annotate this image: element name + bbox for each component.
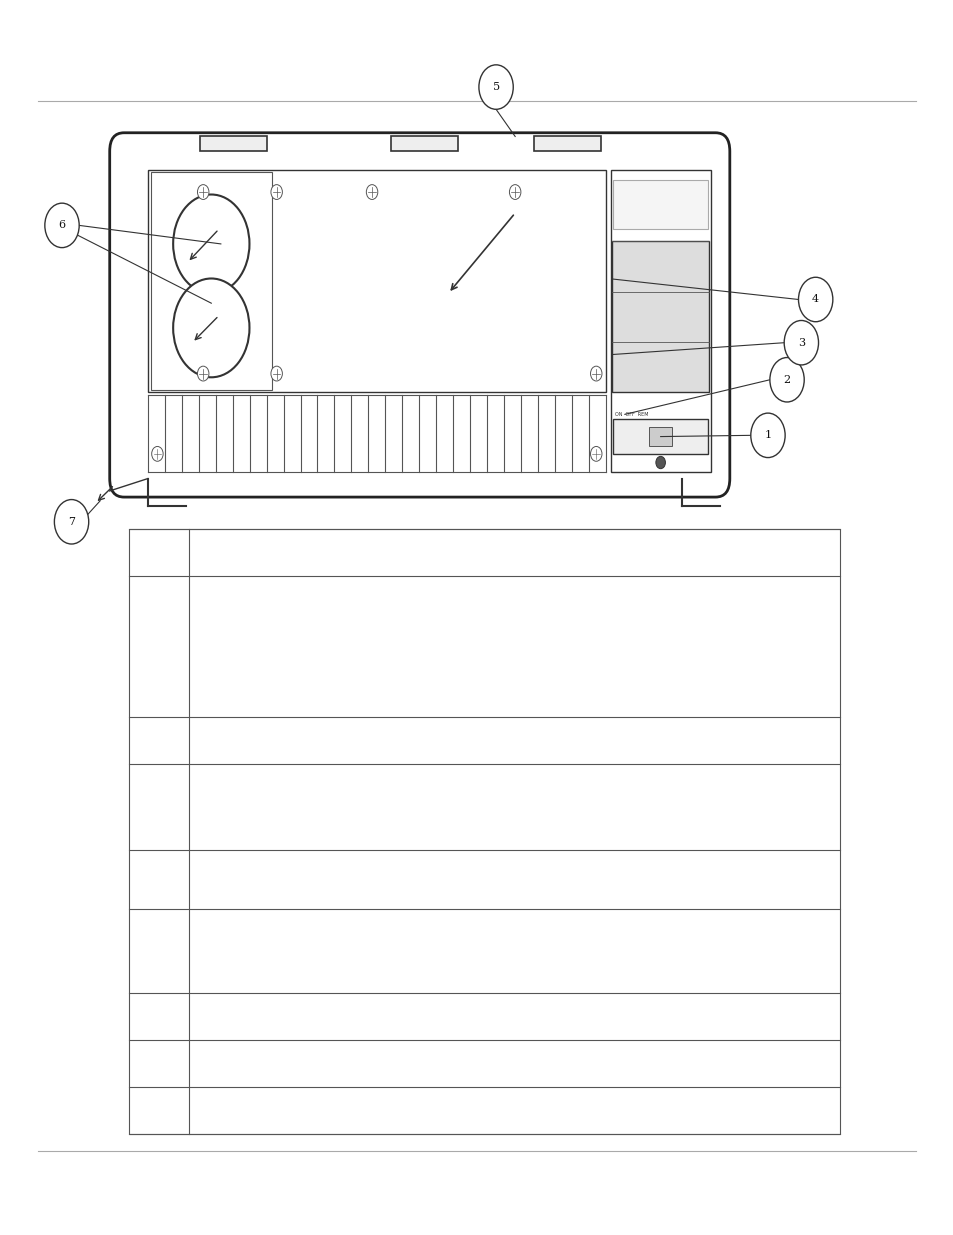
Circle shape <box>783 320 818 366</box>
Bar <box>151 173 272 389</box>
Circle shape <box>197 184 209 200</box>
Text: 1: 1 <box>763 430 771 441</box>
Circle shape <box>54 500 89 543</box>
Circle shape <box>45 204 79 248</box>
Text: 2: 2 <box>782 374 790 385</box>
Text: 7: 7 <box>68 516 75 527</box>
Circle shape <box>656 457 665 468</box>
Bar <box>610 170 710 472</box>
FancyBboxPatch shape <box>110 132 729 496</box>
Text: 4: 4 <box>811 294 819 305</box>
Circle shape <box>509 184 520 200</box>
Circle shape <box>750 412 784 458</box>
Ellipse shape <box>173 279 250 378</box>
Circle shape <box>798 278 832 322</box>
Bar <box>391 137 457 152</box>
Circle shape <box>271 366 282 380</box>
Ellipse shape <box>173 195 250 294</box>
Circle shape <box>271 184 282 200</box>
Bar <box>129 529 839 1134</box>
Text: 6: 6 <box>58 220 66 231</box>
Circle shape <box>366 184 377 200</box>
Text: 5: 5 <box>492 82 499 93</box>
Bar <box>612 242 708 391</box>
Bar <box>534 137 600 152</box>
Circle shape <box>590 366 601 380</box>
Circle shape <box>152 447 163 462</box>
Bar <box>200 137 267 152</box>
Circle shape <box>478 65 513 110</box>
Circle shape <box>197 366 209 380</box>
Text: 3: 3 <box>797 337 804 348</box>
Bar <box>613 419 707 453</box>
Circle shape <box>769 358 803 403</box>
Circle shape <box>590 447 601 462</box>
Bar <box>648 426 671 446</box>
Bar <box>148 170 605 391</box>
Text: ON  OFF  REM: ON OFF REM <box>615 411 648 417</box>
Bar <box>613 180 707 230</box>
